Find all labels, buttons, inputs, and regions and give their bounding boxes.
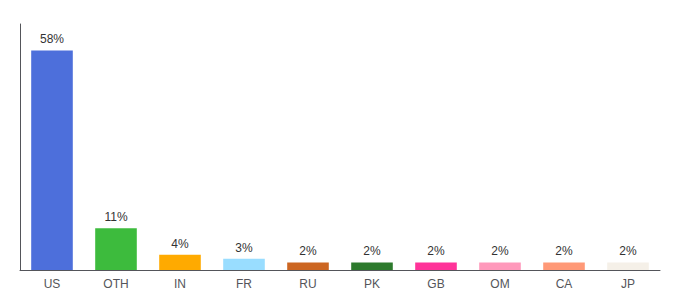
svg-text:2%: 2% [491,244,509,258]
svg-text:RU: RU [299,277,316,291]
svg-text:FR: FR [236,277,252,291]
svg-text:IN: IN [174,277,186,291]
svg-text:PK: PK [364,277,380,291]
svg-text:2%: 2% [363,244,381,258]
svg-text:OM: OM [490,277,509,291]
svg-text:2%: 2% [299,244,317,258]
svg-text:CA: CA [556,277,573,291]
svg-text:3%: 3% [235,241,253,255]
svg-text:4%: 4% [171,237,189,251]
svg-text:2%: 2% [427,244,445,258]
svg-text:US: US [44,277,61,291]
svg-text:58%: 58% [40,32,64,46]
svg-text:OTH: OTH [103,277,128,291]
svg-text:2%: 2% [619,244,637,258]
svg-text:11%: 11% [104,210,127,224]
svg-text:2%: 2% [555,244,573,258]
svg-text:JP: JP [621,277,635,291]
svg-text:GB: GB [427,277,444,291]
